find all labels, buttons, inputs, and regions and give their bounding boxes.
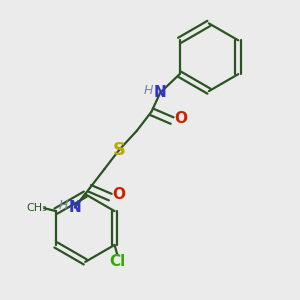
Text: H: H bbox=[144, 84, 153, 97]
Text: Cl: Cl bbox=[110, 254, 126, 269]
Text: O: O bbox=[174, 111, 187, 126]
Text: CH₃: CH₃ bbox=[26, 203, 47, 213]
Text: N: N bbox=[68, 200, 81, 215]
Text: H: H bbox=[58, 199, 68, 212]
Text: N: N bbox=[154, 85, 167, 100]
Text: O: O bbox=[112, 187, 125, 202]
Text: S: S bbox=[112, 141, 126, 159]
